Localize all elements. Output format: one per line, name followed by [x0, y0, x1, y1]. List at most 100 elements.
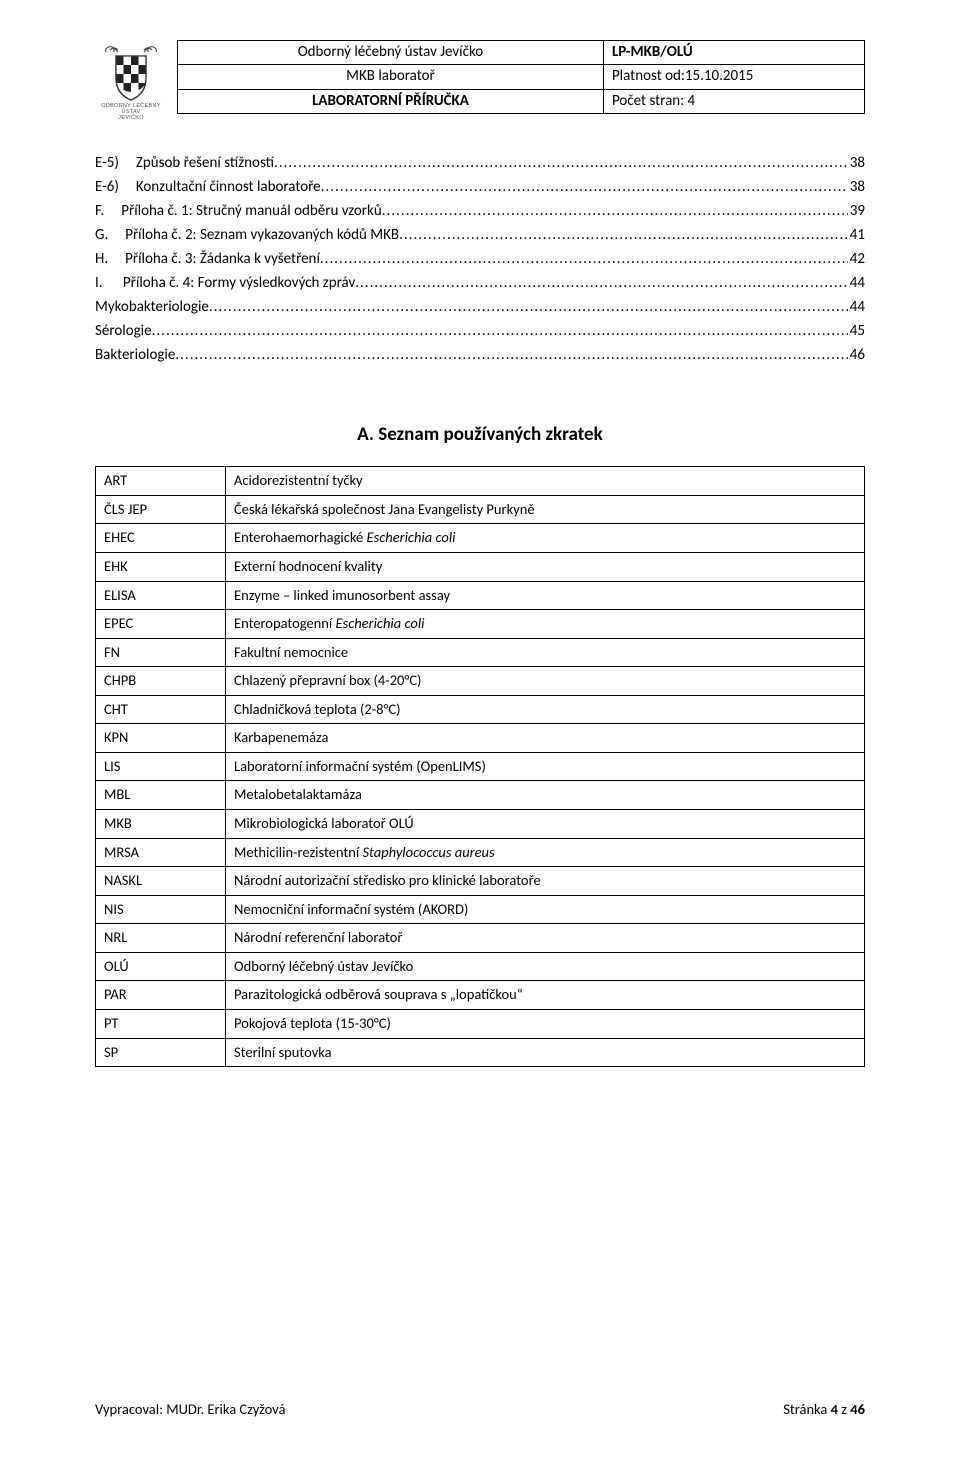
abbr-value: Chladničková teplota (2-8°C)	[226, 695, 865, 724]
footer-author: Vypracoval: MUDr. Erika Czyžová	[95, 1400, 285, 1418]
toc-page-number: 46	[848, 343, 865, 367]
abbr-key: SP	[96, 1038, 226, 1067]
abbr-value: Parazitologická odběrová souprava s „lop…	[226, 981, 865, 1010]
abbr-value: Enterohaemorhagické Escherichia coli	[226, 524, 865, 553]
abbreviations-table: ARTAcidorezistentní tyčkyČLS JEPČeská lé…	[95, 466, 865, 1067]
toc-entry: Sérologie45	[95, 319, 865, 343]
abbr-key: NASKL	[96, 867, 226, 896]
header-row: MKB laboratořPlatnost od:15.10.2015	[178, 65, 865, 89]
abbr-value: Národní autorizační středisko pro klinic…	[226, 867, 865, 896]
abbr-key: NIS	[96, 895, 226, 924]
table-of-contents: E-5) Způsob řešení stížností 38E-6) Konzu…	[95, 151, 865, 367]
toc-entry: F. Příloha č. 1: Stručný manuál odběru v…	[95, 199, 865, 223]
header-cell-right: Platnost od:15.10.2015	[603, 65, 864, 89]
toc-page-number: 44	[848, 295, 865, 319]
toc-leader-dots	[382, 199, 848, 223]
toc-label: Bakteriologie	[95, 343, 175, 367]
header-info-table: Odborný léčebný ústav JevíčkoLP-MKB/OLÚM…	[177, 40, 865, 114]
abbr-value: Methicilin-rezistentní Staphylococcus au…	[226, 838, 865, 867]
toc-entry: E-5) Způsob řešení stížností 38	[95, 151, 865, 175]
table-row: CHPBChlazený přepravní box (4-20°C)	[96, 667, 865, 696]
toc-label: E-5) Způsob řešení stížností	[95, 151, 274, 175]
toc-leader-dots	[175, 343, 847, 367]
table-row: ELISAEnzyme – linked imunosorbent assay	[96, 581, 865, 610]
page-footer: Vypracoval: MUDr. Erika Czyžová Stránka …	[95, 1400, 865, 1418]
table-row: ARTAcidorezistentní tyčky	[96, 467, 865, 496]
toc-page-number: 38	[848, 151, 865, 175]
abbr-key: MKB	[96, 810, 226, 839]
table-row: EHKExterní hodnocení kvality	[96, 552, 865, 581]
abbr-value: Laboratorní informační systém (OpenLIMS)	[226, 752, 865, 781]
header-cell-left: LABORATORNÍ PŘÍRUČKA	[178, 89, 604, 113]
toc-label: F. Příloha č. 1: Stručný manuál odběru v…	[95, 199, 382, 223]
toc-leader-dots	[209, 295, 848, 319]
abbr-key: LIS	[96, 752, 226, 781]
toc-label: Sérologie	[95, 319, 152, 343]
table-row: ČLS JEPČeská lékařská společnost Jana Ev…	[96, 495, 865, 524]
header-row: LABORATORNÍ PŘÍRUČKAPočet stran: 4	[178, 89, 865, 113]
footer-page-mid: z	[838, 1400, 850, 1418]
abbr-key: EHEC	[96, 524, 226, 553]
footer-page-prefix: Stránka	[783, 1400, 830, 1418]
header-row: Odborný léčebný ústav JevíčkoLP-MKB/OLÚ	[178, 41, 865, 65]
header-cell-left: MKB laboratoř	[178, 65, 604, 89]
table-row: EHECEnterohaemorhagické Escherichia coli	[96, 524, 865, 553]
toc-page-number: 44	[848, 271, 865, 295]
table-row: PARParazitologická odběrová souprava s „…	[96, 981, 865, 1010]
abbr-key: ELISA	[96, 581, 226, 610]
table-row: NISNemocniční informační systém (AKORD)	[96, 895, 865, 924]
toc-leader-dots	[274, 151, 848, 175]
abbr-value: Externí hodnocení kvality	[226, 552, 865, 581]
footer-page-current: 4	[831, 1400, 838, 1418]
table-row: MRSAMethicilin-rezistentní Staphylococcu…	[96, 838, 865, 867]
footer-pagination: Stránka 4 z 46	[783, 1400, 865, 1418]
abbr-key: PT	[96, 1009, 226, 1038]
table-row: NRLNárodní referenční laboratoř	[96, 924, 865, 953]
abbr-key: ART	[96, 467, 226, 496]
section-title: A. Seznam používaných zkratek	[95, 423, 865, 446]
toc-page-number: 41	[848, 223, 865, 247]
toc-entry: G. Příloha č. 2: Seznam vykazovaných kód…	[95, 223, 865, 247]
crest-icon	[100, 42, 162, 102]
toc-leader-dots	[321, 175, 848, 199]
toc-label: G. Příloha č. 2: Seznam vykazovaných kód…	[95, 223, 399, 247]
abbr-key: EHK	[96, 552, 226, 581]
header-cell-left: Odborný léčebný ústav Jevíčko	[178, 41, 604, 65]
abbr-key: KPN	[96, 724, 226, 753]
table-row: MBLMetalobetalaktamáza	[96, 781, 865, 810]
abbr-value: Chlazený přepravní box (4-20°C)	[226, 667, 865, 696]
abbr-value: Metalobetalaktamáza	[226, 781, 865, 810]
toc-page-number: 38	[848, 175, 865, 199]
table-row: LISLaboratorní informační systém (OpenLI…	[96, 752, 865, 781]
toc-label: Mykobakteriologie	[95, 295, 209, 319]
toc-entry: H. Příloha č. 3: Žádanka k vyšetření42	[95, 247, 865, 271]
abbr-key: CHPB	[96, 667, 226, 696]
header-cell-right: LP-MKB/OLÚ	[603, 41, 864, 65]
toc-entry: E-6) Konzultační činnost laboratoře38	[95, 175, 865, 199]
abbr-key: ČLS JEP	[96, 495, 226, 524]
abbr-key: NRL	[96, 924, 226, 953]
toc-leader-dots	[152, 319, 848, 343]
abbr-value: Enzyme – linked imunosorbent assay	[226, 581, 865, 610]
abbr-value: Česká lékařská společnost Jana Evangelis…	[226, 495, 865, 524]
abbr-value: Fakultní nemocnice	[226, 638, 865, 667]
abbr-value: Sterilní sputovka	[226, 1038, 865, 1067]
table-row: OLÚOdborný léčebný ústav Jevíčko	[96, 952, 865, 981]
logo-line2: JEVÍČKO	[118, 115, 144, 121]
institution-logo: ODBORNÝ LÉČEBNÝ ÚSTAV JEVÍČKO	[95, 40, 167, 121]
toc-page-number: 39	[848, 199, 865, 223]
table-row: NASKLNárodní autorizační středisko pro k…	[96, 867, 865, 896]
abbr-key: CHT	[96, 695, 226, 724]
abbr-value: Odborný léčebný ústav Jevíčko	[226, 952, 865, 981]
abbr-value: Enteropatogenní Escherichia coli	[226, 610, 865, 639]
abbr-key: PAR	[96, 981, 226, 1010]
table-row: MKBMikrobiologická laboratoř OLÚ	[96, 810, 865, 839]
abbr-value: Karbapenemáza	[226, 724, 865, 753]
abbr-value: Nemocniční informační systém (AKORD)	[226, 895, 865, 924]
toc-leader-dots	[320, 247, 848, 271]
abbr-key: MRSA	[96, 838, 226, 867]
toc-entry: I. Příloha č. 4: Formy výsledkových zprá…	[95, 271, 865, 295]
footer-page-total: 46	[850, 1400, 865, 1418]
toc-label: I. Příloha č. 4: Formy výsledkových zprá…	[95, 271, 355, 295]
abbr-key: FN	[96, 638, 226, 667]
